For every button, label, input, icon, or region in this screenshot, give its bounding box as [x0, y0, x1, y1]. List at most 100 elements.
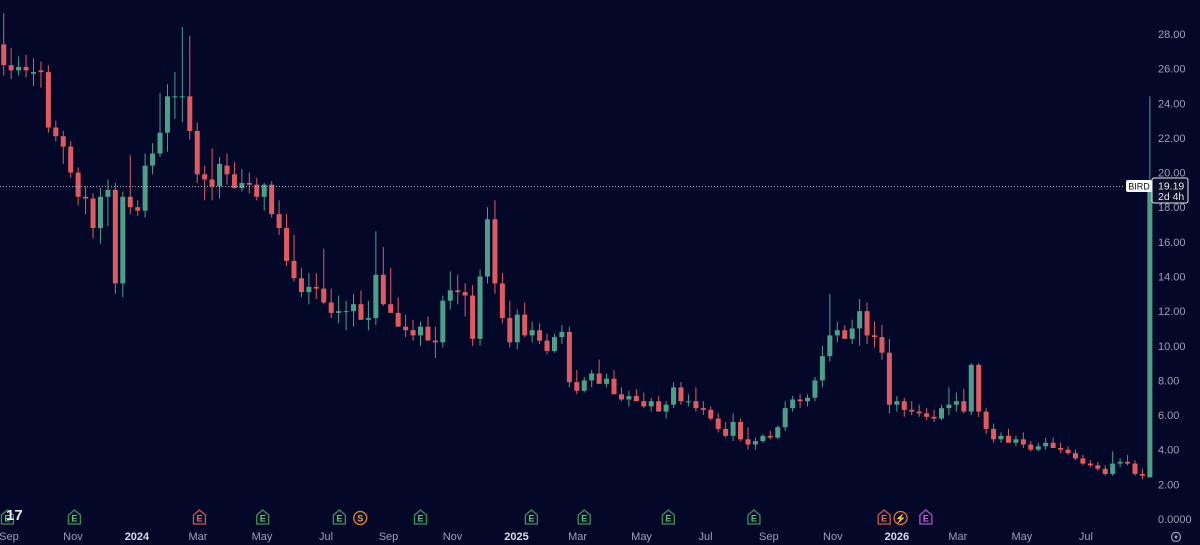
candle — [842, 324, 848, 339]
candle — [596, 359, 602, 384]
x-tick-label: Nov — [63, 531, 83, 543]
candle-body — [604, 378, 610, 384]
candle — [797, 394, 803, 409]
event-badge-label: S — [357, 514, 363, 524]
candle — [484, 207, 490, 284]
candle-body — [23, 66, 29, 71]
y-tick-label: 22.00 — [1158, 133, 1186, 145]
candle-body — [1139, 473, 1145, 476]
event-badge[interactable]: E — [919, 509, 933, 525]
event-badge-shape — [524, 509, 539, 525]
candle — [105, 179, 111, 227]
time-axis[interactable]: Sep Nov 2024 Mar May Jul Sep Nov 2025 Mar May Jul Se… — [0, 531, 1093, 543]
candle-body — [685, 401, 691, 403]
candle — [23, 54, 29, 78]
candle-body — [306, 286, 312, 293]
event-badge-label: E — [665, 514, 671, 524]
candle-body — [187, 96, 193, 131]
event-badge-label: E — [581, 514, 587, 524]
candle — [224, 153, 230, 185]
candle-body — [358, 304, 364, 320]
event-badge[interactable]: ⚡ — [893, 510, 908, 526]
candle-body — [97, 196, 103, 228]
candle — [425, 316, 431, 341]
events-layer: E E E E E S E E E E E E ⚡ E — [0, 509, 933, 526]
event-badge[interactable]: E — [747, 509, 761, 525]
candle-body — [953, 401, 959, 405]
candle-body — [179, 96, 185, 98]
x-tick-label: Sep — [759, 531, 779, 543]
candle-body — [150, 153, 156, 166]
candle-body — [618, 394, 624, 400]
candle-body — [522, 314, 528, 336]
candle — [938, 404, 944, 421]
candle-body — [633, 396, 639, 402]
candle — [90, 193, 96, 239]
event-badge[interactable]: E — [332, 509, 347, 525]
candle — [663, 401, 669, 419]
candle-body — [164, 96, 170, 133]
candle-body — [298, 278, 304, 293]
event-badge-shape — [67, 509, 82, 525]
event-badge-shape — [919, 509, 933, 525]
candle — [641, 392, 647, 409]
candle-body — [470, 295, 476, 339]
x-tick-label: Jul — [699, 531, 713, 543]
candle-body — [589, 373, 595, 381]
candle-body — [440, 300, 446, 343]
candle-body — [1058, 447, 1064, 450]
candle — [447, 271, 453, 310]
price-axis[interactable]: 0.0000 2.00 4.00 6.00 8.00 10.00 12.00 14.00 16.… — [1158, 29, 1192, 526]
candle-body — [946, 404, 952, 409]
candle — [916, 404, 922, 417]
candle — [566, 326, 572, 388]
event-badge[interactable]: S — [353, 510, 368, 526]
event-badge-label: E — [923, 514, 929, 524]
candle — [953, 392, 959, 412]
event-badge[interactable]: E — [67, 509, 82, 525]
candle — [752, 437, 758, 450]
event-badge[interactable]: E — [413, 509, 428, 525]
event-badge[interactable]: E — [0, 509, 15, 525]
candle-body — [83, 196, 89, 199]
candle — [1043, 437, 1049, 450]
candle-body — [239, 182, 245, 189]
event-badge[interactable]: E — [192, 509, 207, 525]
candle — [209, 148, 215, 201]
candle-body — [507, 318, 513, 343]
candle-body — [976, 364, 982, 412]
candle — [16, 56, 22, 76]
candle — [418, 321, 424, 346]
candle — [760, 434, 766, 443]
x-tick-label: Sep — [0, 531, 19, 543]
gear-icon-center — [1174, 535, 1178, 539]
event-badge[interactable]: E — [524, 509, 539, 525]
candle — [849, 319, 855, 345]
event-badge[interactable]: E — [877, 509, 891, 525]
candle — [872, 321, 878, 348]
event-badge[interactable]: E — [661, 509, 675, 525]
settings-gear[interactable] — [1170, 531, 1182, 543]
candle-body — [321, 288, 327, 303]
candle-body — [678, 387, 684, 402]
candle-body — [1020, 439, 1026, 445]
candle — [410, 319, 416, 341]
event-badge[interactable]: E — [256, 509, 270, 525]
event-badge[interactable]: E — [577, 509, 591, 525]
tradingview-logo[interactable]: 17 — [6, 507, 23, 524]
candle — [1110, 451, 1116, 476]
candle-body — [775, 427, 781, 438]
candle — [1095, 461, 1101, 471]
event-badge-label: E — [418, 514, 424, 524]
candle-body — [767, 435, 773, 438]
candle — [1065, 446, 1071, 455]
x-tick-label: Nov — [823, 531, 843, 543]
candle — [708, 406, 714, 421]
candle — [395, 297, 401, 327]
candle-body — [730, 421, 736, 436]
candle-body — [752, 441, 758, 445]
countdown-value: 2d 4h — [1158, 191, 1184, 203]
y-tick-label: 28.00 — [1158, 29, 1186, 41]
gear-icon[interactable] — [1170, 531, 1182, 543]
